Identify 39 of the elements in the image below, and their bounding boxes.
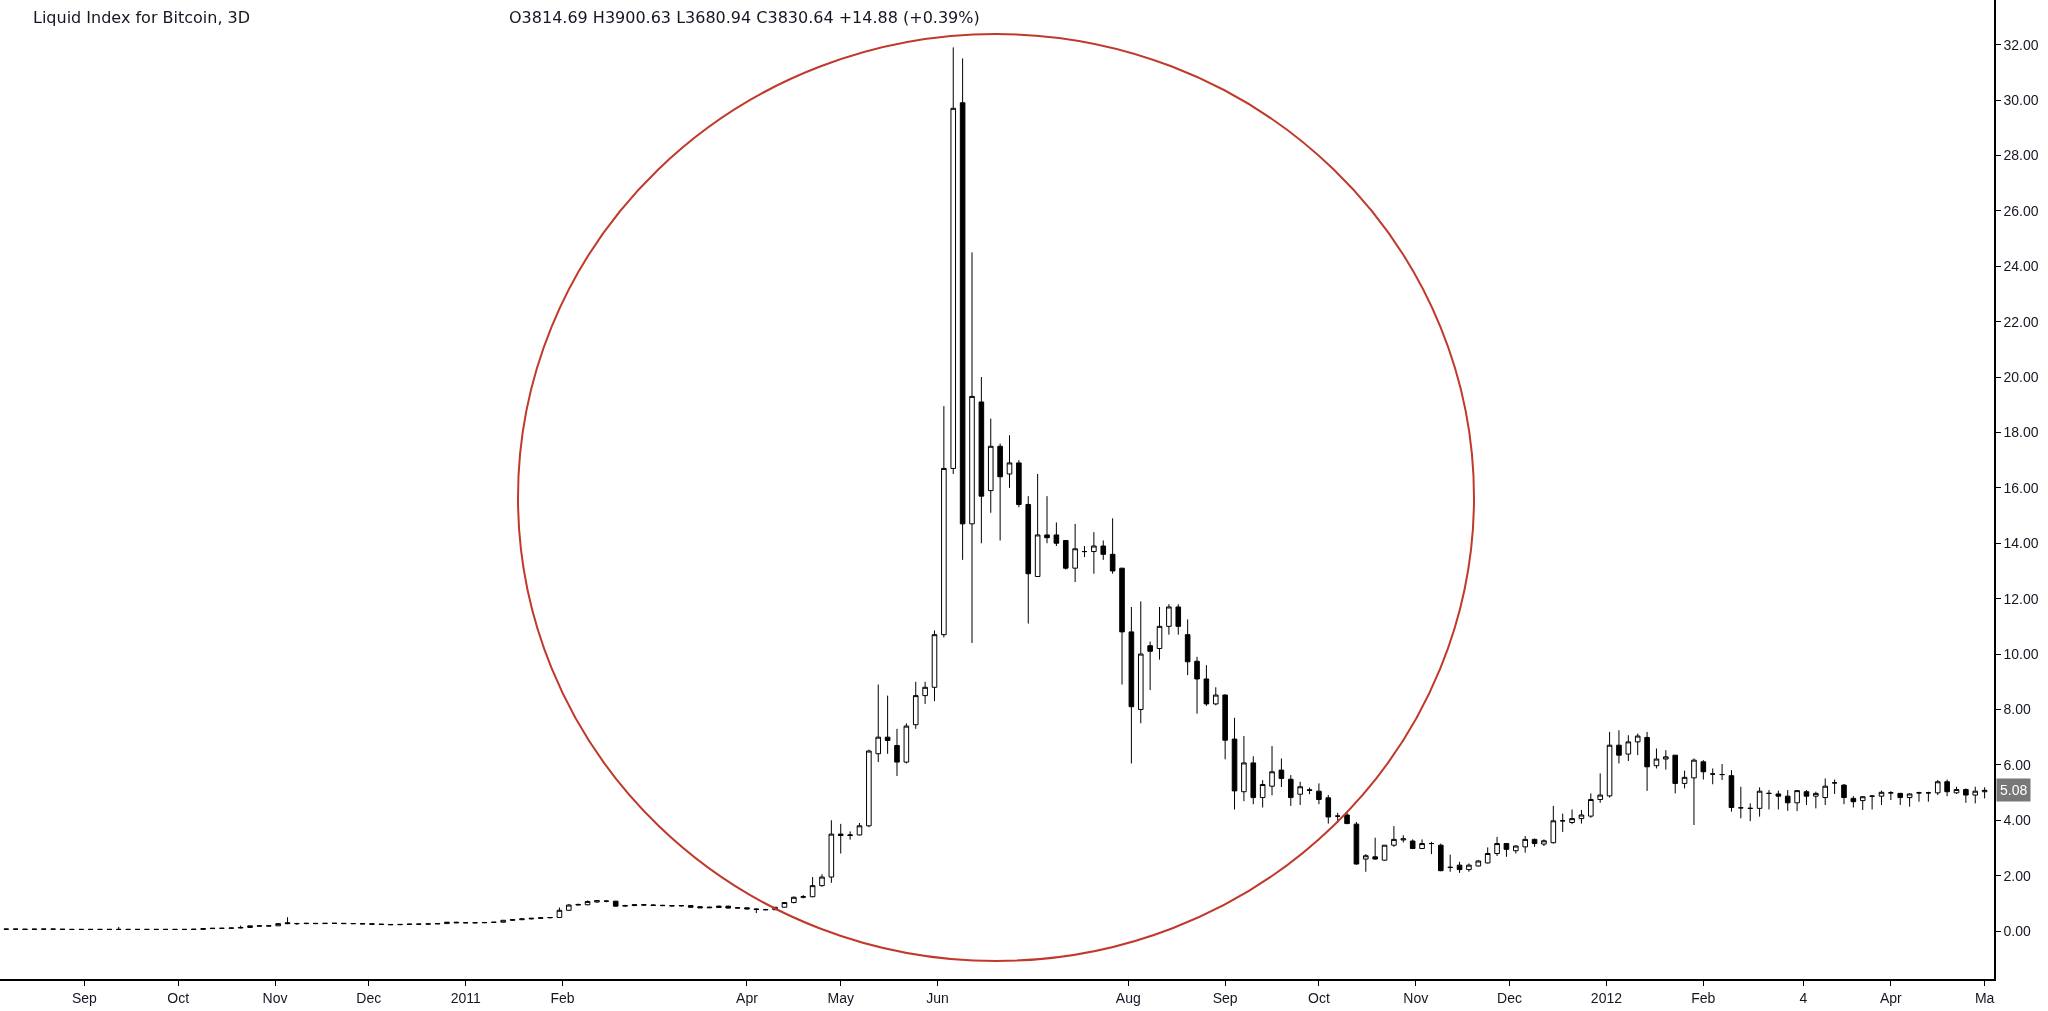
x-tick-label: Nov [262, 989, 288, 1006]
y-tick-label: 26.00 [2003, 202, 2039, 219]
x-tick-label: Feb [1691, 989, 1716, 1006]
x-tick-label: Dec [356, 989, 382, 1006]
y-tick-label: 32.00 [2003, 36, 2039, 53]
annotation: O3814.69 H3900.63 L3680.94 C3830.64 +14.88 (+0.39%) [509, 8, 980, 27]
x-tick-label: 4 [1799, 989, 1808, 1006]
y-tick-label: 4.00 [2003, 812, 2032, 829]
x-tick-label: Jun [926, 989, 949, 1006]
y-tick-label: 16.00 [2003, 479, 2039, 496]
x-tick-label: Oct [1308, 989, 1330, 1006]
text: Liquid Index for Bitcoin, 3D [33, 7, 251, 27]
x-tick-label: Sep [1212, 989, 1238, 1006]
y-tick-label: 22.00 [2003, 313, 2039, 330]
x-tick-label: May [827, 989, 854, 1006]
y-tick-label: 18.00 [2003, 424, 2039, 441]
x-tick-label: 2011 [450, 989, 481, 1006]
y-tick-label: 30.00 [2003, 91, 2039, 108]
x-tick-label: Oct [167, 989, 190, 1006]
y-tick-label: 12.00 [2003, 590, 2039, 607]
y-tick-label: 24.00 [2003, 258, 2039, 275]
y-tick-label: 28.00 [2003, 147, 2039, 164]
annotation: 5.08 [2000, 782, 2028, 798]
y-tick-label: 14.00 [2003, 535, 2039, 552]
y-tick-label: 8.00 [2003, 701, 2032, 718]
y-tick-label: 6.00 [2003, 756, 2032, 773]
x-tick-label: Dec [1497, 989, 1523, 1006]
x-tick-label: Apr [1879, 989, 1903, 1006]
y-tick-label: 20.00 [2003, 368, 2039, 385]
x-tick-label: 2012 [1590, 989, 1623, 1006]
x-tick-label: Ma [1974, 989, 1995, 1006]
x-tick-label: Nov [1403, 989, 1429, 1006]
x-tick-label: Apr [736, 989, 759, 1006]
y-tick-label: 2.00 [2003, 867, 2032, 884]
y-tick-label: 10.00 [2003, 645, 2039, 662]
x-tick-label: Feb [550, 989, 575, 1006]
x-tick-label: Aug [1115, 989, 1141, 1006]
y-tick-label: 0.00 [2003, 922, 2032, 939]
x-tick-label: Sep [71, 989, 98, 1006]
